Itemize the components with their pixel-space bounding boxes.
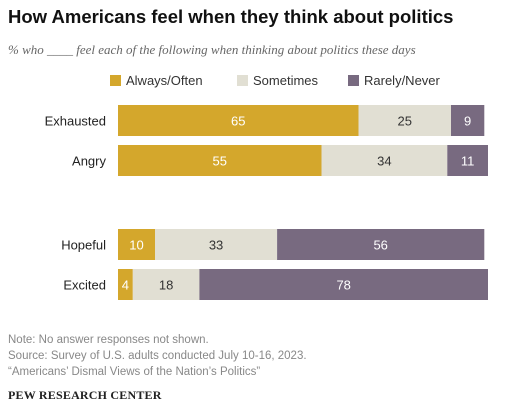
data-label-angry-always-often: 55 [213,154,227,169]
data-label-hopeful-sometimes: 33 [209,238,223,253]
bar-exhausted-rarely-never [451,105,485,136]
data-label-excited-rarely-never: 78 [336,278,350,293]
category-label-hopeful: Hopeful [61,238,106,253]
chart-subtitle: % who ____ feel each of the following wh… [8,42,416,57]
legend-swatch-always-often [110,75,121,86]
chart-title: How Americans feel when they think about… [8,6,454,27]
pew-research-center-logo: PEW RESEARCH CENTER [8,388,162,402]
chart-legend: Always/Often Sometimes Rarely/Never [0,73,516,91]
category-label-excited: Excited [63,278,106,293]
bar-angry-rarely-never [447,145,488,176]
data-label-angry-rarely-never: 11 [461,154,475,169]
bar-angry-sometimes [321,145,448,176]
bar-excited-rarely-never [199,269,488,300]
footer-report: “Americans’ Dismal Views of the Nation’s… [8,366,261,378]
footer-note: Note: No answer responses not shown. [8,334,209,346]
bar-excited-sometimes [132,269,200,300]
category-label-exhausted: Exhausted [45,114,106,129]
legend-label-sometimes: Sometimes [253,73,319,88]
category-label-angry: Angry [72,154,106,169]
data-label-exhausted-sometimes: 25 [398,114,412,129]
data-label-excited-always-often: 4 [122,278,129,293]
bar-angry-always-often [118,145,322,176]
legend-swatch-rarely-never [348,75,359,86]
bar-hopeful-always-often [118,229,155,260]
footer-source: Source: Survey of U.S. adults conducted … [8,350,307,362]
bar-exhausted-always-often [118,105,359,136]
legend-label-rarely-never: Rarely/Never [364,73,440,88]
bar-hopeful-rarely-never [277,229,485,260]
data-label-excited-sometimes: 18 [159,278,173,293]
data-label-hopeful-rarely-never: 56 [373,238,387,253]
legend-item-sometimes: Sometimes [237,73,318,88]
legend-item-always-often: Always/Often [110,73,203,88]
legend-swatch-sometimes [237,75,248,86]
data-label-angry-sometimes: 34 [377,154,391,169]
data-label-hopeful-always-often: 10 [129,238,143,253]
stacked-bar-chart: Exhausted 65 25 9 Angry 55 34 11 Hopeful 10 33 56 Ex… [45,105,488,300]
data-label-exhausted-always-often: 65 [231,114,245,129]
bar-hopeful-sometimes [155,229,278,260]
bar-excited-always-often [118,269,133,300]
legend-item-rarely-never: Rarely/Never [348,73,440,88]
data-label-exhausted-rarely-never: 9 [464,114,471,129]
legend-label-always-often: Always/Often [126,73,203,88]
bar-exhausted-sometimes [358,105,451,136]
